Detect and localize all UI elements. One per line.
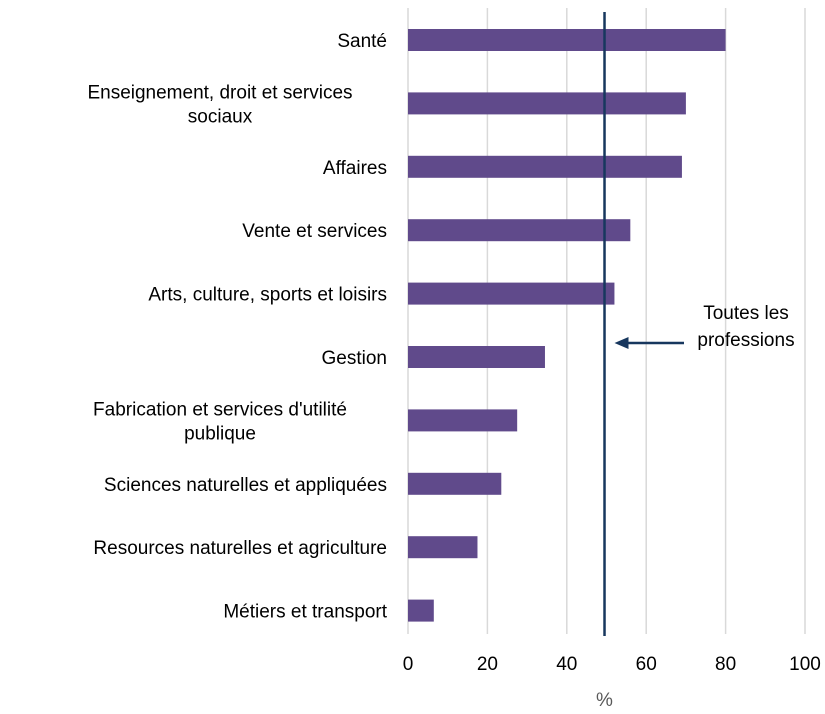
reference-line-group: Toutes les professions (603, 12, 795, 636)
bar (408, 346, 545, 368)
x-tick-label: 100 (789, 654, 821, 675)
category-label: sociaux (188, 106, 253, 127)
bar (408, 29, 726, 51)
x-tick-label: 20 (477, 654, 498, 675)
bar (408, 536, 478, 559)
x-axis-title: % (596, 690, 613, 711)
x-tick-labels: 0 20 40 60 80 100 (403, 654, 821, 675)
bar (408, 282, 615, 305)
bar (408, 599, 434, 622)
category-label: publique (184, 423, 256, 444)
bar (408, 219, 631, 242)
category-label: Sciences naturelles et appliquées (104, 475, 387, 496)
x-tick-label: 0 (403, 654, 414, 675)
category-label: Fabrication et services d'utilité (93, 399, 347, 420)
reference-line-label: professions (697, 330, 794, 351)
bar (408, 155, 682, 178)
category-label: Santé (337, 31, 387, 52)
category-label: Resources naturelles et agriculture (93, 538, 387, 559)
bar (408, 409, 518, 432)
category-label: Gestion (322, 348, 387, 369)
bars (408, 29, 726, 622)
category-label: Enseignement, droit et services (87, 82, 352, 103)
category-label: Métiers et transport (223, 602, 387, 623)
annotation-arrowhead (614, 337, 629, 349)
reference-line-label: Toutes les (703, 303, 789, 324)
category-label: Arts, culture, sports et loisirs (148, 285, 387, 306)
category-labels: Santé Enseignement, droit et services soci… (87, 31, 387, 623)
category-label: Vente et services (242, 221, 387, 242)
bar (408, 472, 502, 495)
x-tick-label: 80 (715, 654, 736, 675)
category-label: Affaires (323, 158, 387, 179)
x-tick-label: 60 (636, 654, 657, 675)
bar (408, 92, 686, 115)
x-tick-label: 40 (556, 654, 577, 675)
